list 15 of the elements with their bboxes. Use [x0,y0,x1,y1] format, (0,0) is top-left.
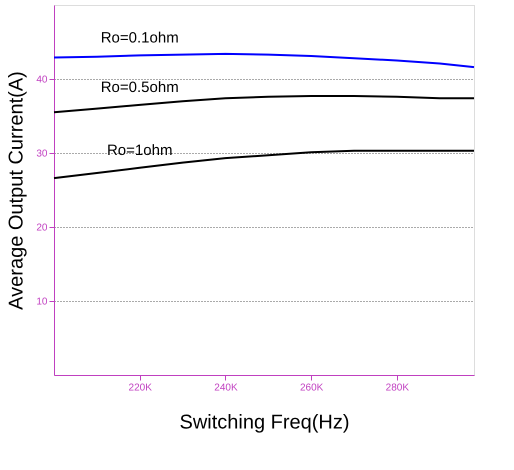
line-series [53,95,475,114]
y-axis-title: Average Output Current(A) [5,71,28,310]
x-tick-label: 280K [386,382,410,394]
series-label: Ro=0.5ohm [100,78,179,96]
series-label: Ro=1ohm [106,142,172,159]
y-tick-label: 40 [36,74,48,86]
line-series [53,52,475,68]
y-tick-label: 10 [36,296,48,308]
x-tick-label: 220K [128,382,152,394]
x-axis-title: Switching Freq(Hz) [179,412,350,434]
x-tick-label: 240K [214,382,238,394]
series-label: Ro=0.1ohm [100,29,179,46]
y-tick-label: 20 [36,222,48,234]
y-tick-label: 30 [36,148,48,160]
x-tick-label: 260K [300,382,324,394]
